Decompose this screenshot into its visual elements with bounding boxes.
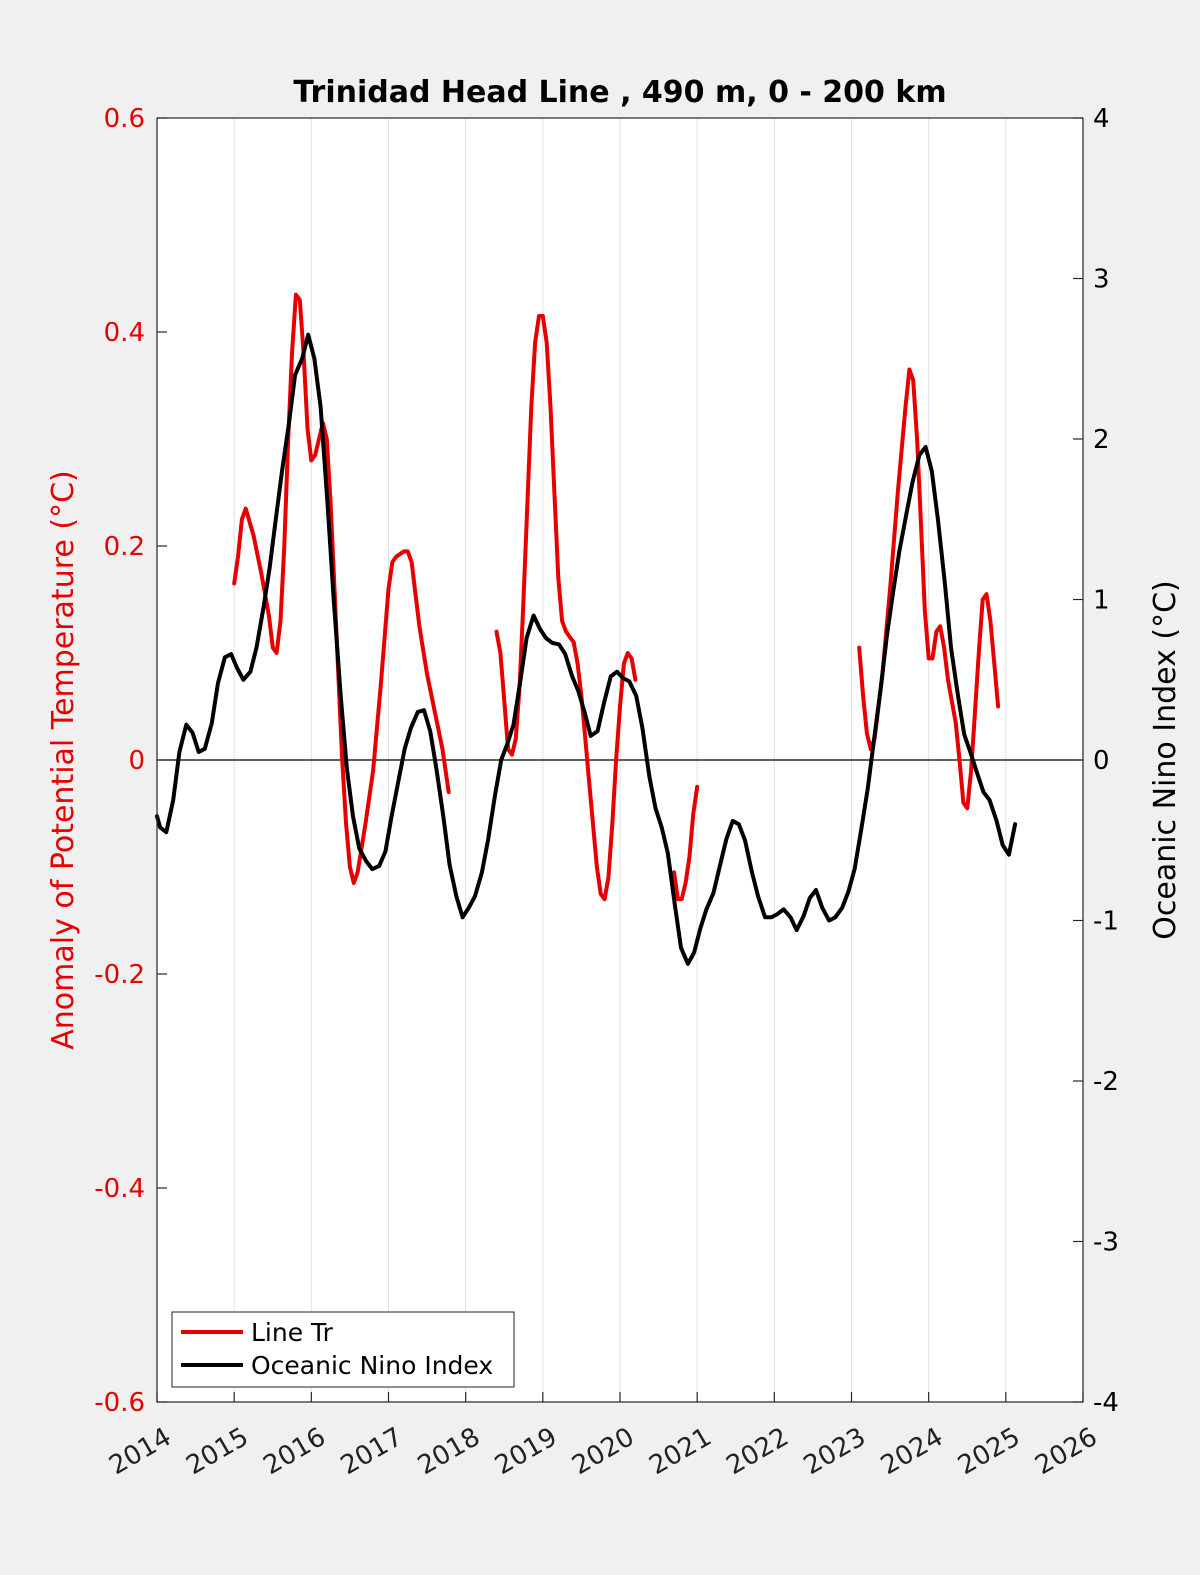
legend-box (171, 1311, 515, 1388)
legend-label-oni: Oceanic Nino Index (251, 1351, 493, 1380)
y-tick-label-right: 4 (1093, 104, 1110, 134)
x-tick-label: 2019 (490, 1422, 562, 1481)
series-layer (155, 292, 1018, 966)
y-tick-label-left: 0.6 (104, 104, 145, 134)
series-line-tr-segment-0 (232, 292, 451, 885)
series-line-tr-segment-2 (672, 784, 700, 902)
y-tick-label-right: -2 (1093, 1067, 1119, 1097)
x-tick-label: 2015 (181, 1422, 253, 1481)
x-tick-label: 2020 (567, 1422, 639, 1481)
y-axis-label-left: Anomaly of Potential Temperature (°C) (46, 470, 81, 1049)
x-axis: 2014 2015 2016 2017 2018 2019 2020 2021 2022 2023… (104, 1392, 1103, 1481)
y-tick-label-right: 1 (1093, 586, 1110, 616)
x-tick-label: 2022 (722, 1422, 794, 1481)
y-tick-label-right: -4 (1093, 1388, 1119, 1418)
chart-title: Trinidad Head Line , 490 m, 0 - 200 km (293, 75, 946, 110)
y-tick-label-right: -3 (1093, 1228, 1119, 1258)
y-axis-label-right: Oceanic Nino Index (°C) (1148, 580, 1183, 940)
y-tick-label-left: -0.6 (94, 1388, 145, 1418)
x-tick-label: 2025 (953, 1422, 1025, 1481)
x-tick-label: 2017 (336, 1422, 408, 1481)
x-tick-label: 2024 (876, 1422, 948, 1481)
x-tick-label: 2026 (1030, 1422, 1102, 1481)
y-tick-label-right: -1 (1093, 907, 1119, 937)
y-tick-label-left: 0 (128, 746, 145, 776)
legend: Line Tr Oceanic Nino Index (171, 1311, 515, 1388)
x-tick-label: 2023 (799, 1422, 871, 1481)
y-tick-label-right: 3 (1093, 265, 1110, 295)
legend-label-line-tr: Line Tr (251, 1318, 334, 1347)
right-axis: -4 -3 -2 -1 0 1 2 3 4 (1073, 104, 1119, 1418)
y-tick-label-right: 2 (1093, 425, 1110, 455)
x-tick-label: 2021 (644, 1422, 716, 1481)
y-tick-label-left: -0.2 (94, 960, 145, 990)
x-tick-label: 2018 (413, 1422, 485, 1481)
left-axis: -0.6 -0.4 -0.2 0 0.2 0.4 0.6 (94, 104, 167, 1418)
y-tick-label-left: 0.2 (104, 532, 145, 562)
x-tick-label: 2016 (259, 1422, 331, 1481)
y-tick-label-left: 0.4 (104, 318, 145, 348)
x-tick-label: 2014 (104, 1422, 176, 1481)
y-tick-label-right: 0 (1093, 746, 1110, 776)
series-oni-segment-0 (155, 332, 1018, 966)
y-tick-label-left: -0.4 (94, 1174, 145, 1204)
